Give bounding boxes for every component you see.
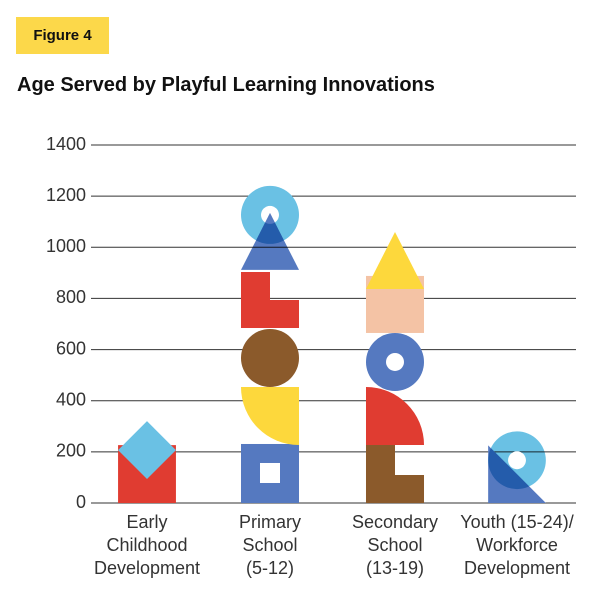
x-tick-label: Primary School (5-12) [239,512,301,578]
bar-shape [365,386,425,445]
pictorial-bar [118,421,176,503]
chart-title: Age Served by Playful Learning Innovatio… [17,74,435,96]
y-tick-label: 1000 [46,236,86,256]
bar-shape [240,212,300,270]
pictorial-bar [240,185,300,503]
figure-label: Figure 4 [16,17,109,54]
x-tick-label: Secondary School (13-19) [351,512,439,578]
bar-shape [508,451,526,470]
y-tick-label: 0 [76,492,86,512]
y-tick-label: 200 [56,441,86,461]
y-tick-label: 1200 [46,185,86,205]
bar-shape [240,386,300,445]
bar-shape [365,231,425,289]
bar-shape [118,421,176,480]
bar-shape [365,444,425,503]
bar-shape [385,352,405,371]
bar-shape [240,328,300,387]
y-tick-label: 600 [56,338,86,358]
x-tick-label: Youth (15-24)/ Workforce Development [460,512,574,578]
y-tick-label: 1400 [46,134,86,154]
bar-shape [240,271,300,328]
pictorial-bar [488,431,546,503]
pictorial-bar [365,231,425,503]
bar-shape [259,462,281,483]
y-tick-label: 400 [56,389,86,409]
y-tick-label: 800 [56,287,86,307]
x-tick-label: Early Childhood Development [93,512,201,578]
